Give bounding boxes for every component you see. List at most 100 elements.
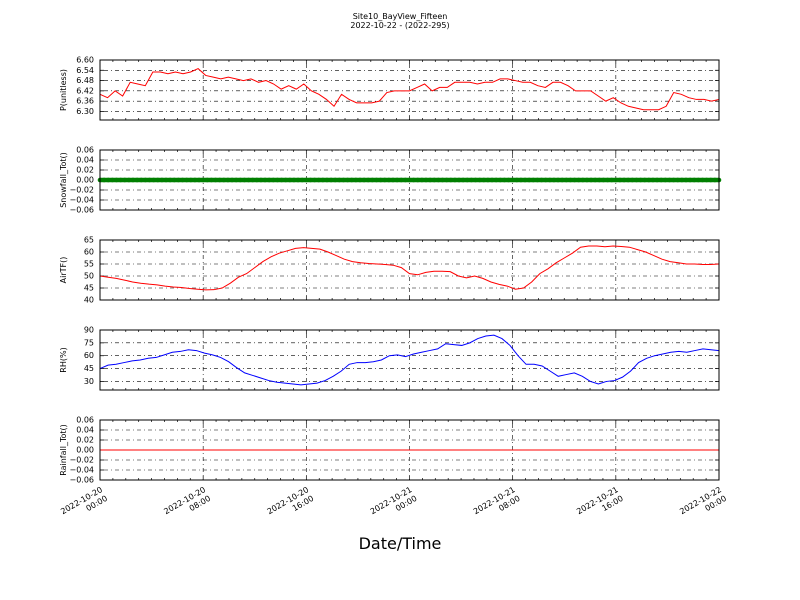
panel-5-frame [99,419,720,481]
panel-2-series-point [671,177,676,183]
panel-2-series-point [654,177,660,183]
panel-2-series-point [646,177,652,183]
panel-2-series-point [667,177,672,183]
panel-2-series-point [609,177,615,183]
panel-2-series-point [188,177,194,183]
panel-2-series-point [625,177,631,183]
panel-2-series-point [423,177,429,183]
panel-4-ytick-label: 30 [84,377,94,386]
panel-2-series-point [415,177,421,183]
panel-5-ytick-label: 0.06 [76,416,94,425]
panel-2-series-point [382,177,388,183]
panel-2-series-point [147,177,152,183]
panel-2-series-point [568,177,573,183]
panel-2-series-point [700,177,705,183]
panel-2-series-point [176,177,181,183]
panel-2-series-point [275,177,280,183]
panel-2-series-point [634,177,639,183]
panel-2-series-point [683,177,689,183]
panel-2-series-point [630,177,635,183]
panel-2-series-point [390,177,396,183]
panel-2-series-point [605,177,610,183]
panel-3-ytick-label: 50 [84,272,94,281]
panel-2-series-point [444,177,449,183]
panel-5-ytick-label: −0.02 [69,456,94,465]
panel-1-series-line [99,67,720,111]
panel-2-series-point [337,177,342,183]
panel-2-series-point [497,177,503,183]
panel-2-ytick-label: 0.04 [76,156,94,165]
panel-4-ytick-label: 60 [84,351,94,360]
panel-2-series-point [204,177,210,183]
panel-2-series-point [118,177,123,183]
panel-2-series-point [155,177,161,183]
panel-1-frame [99,59,720,121]
panel-2-series-point [398,177,404,183]
panel-2-series-point [547,177,553,183]
panel-2-series-point [353,177,359,183]
panel-2-series-point [101,177,107,183]
panel-2-series-point [464,177,470,183]
panel-2-series-point [167,177,173,183]
panel-2-ytick-label: −0.02 [69,186,94,195]
panel-3-series-line [99,245,720,291]
panel-4-series-line [99,334,720,386]
panel-2-series-point [650,177,656,183]
panel-2-series-point [238,177,243,183]
panel-4-ylabel: RH(%) [59,347,68,372]
panel-2-series-point [250,177,255,183]
panel-1-ytick-label: 6.30 [76,107,94,116]
panel-2-series-point [675,177,681,183]
panel-2-series-point [217,177,222,183]
panel-2-series-point [295,177,301,183]
panel-5-ytick-label: 0.02 [76,436,94,445]
panel-2-series-point [419,177,425,183]
panel-3-ytick-label: 55 [84,260,94,269]
panel-2-series-point [258,177,264,183]
panel-2-series-point [584,177,590,183]
panel-2-series-point [246,177,251,183]
panel-1-ytick-label: 6.60 [76,56,94,65]
panel-2-series-point [448,177,454,183]
panel-2-series-point [225,177,231,183]
panel-2-series-point [192,177,198,183]
panel-1-ylabel: P(unitless) [59,69,68,111]
panel-2-series-point [320,177,326,183]
panel-2-series-point [105,177,111,183]
panel-2-series-point [374,177,379,183]
panel-2-series-point [357,177,363,183]
panel-1-ytick-label: 6.54 [76,66,94,75]
panel-2-series-point [551,177,557,183]
panel-4-ytick-label: 90 [84,326,94,335]
panel-2-series-point [159,177,165,183]
panel-2-series-point [696,177,701,183]
panel-2-series-point [171,177,177,183]
panel-2-series-point [617,177,623,183]
panel-4-ytick-label: 75 [84,338,94,347]
panel-4-frame [99,329,720,391]
panel-2-series-point [559,177,565,183]
panel-3-frame [99,239,720,301]
panel-1-ytick-label: 6.48 [76,76,94,85]
panel-2-series-point [184,177,189,183]
panel-2-series-point [456,177,462,183]
panel-2-ytick-label: 0.00 [76,176,94,185]
panel-2-series-point [481,177,487,183]
panel-3-ytick-label: 60 [84,248,94,257]
panel-2-series-point [411,177,416,183]
panel-2-series-point [621,177,627,183]
panel-3-ytick-label: 45 [84,284,94,293]
panel-2-series-point [564,177,569,183]
panel-2-series-point [588,177,594,183]
panel-5-ytick-label: −0.04 [69,466,94,475]
panel-2-series-point [687,177,693,183]
panel-1-ytick-label: 6.36 [76,97,94,106]
panel-2-series-point [601,177,606,183]
panel-2-series-point [469,177,474,183]
panel-2-series-point [691,177,697,183]
